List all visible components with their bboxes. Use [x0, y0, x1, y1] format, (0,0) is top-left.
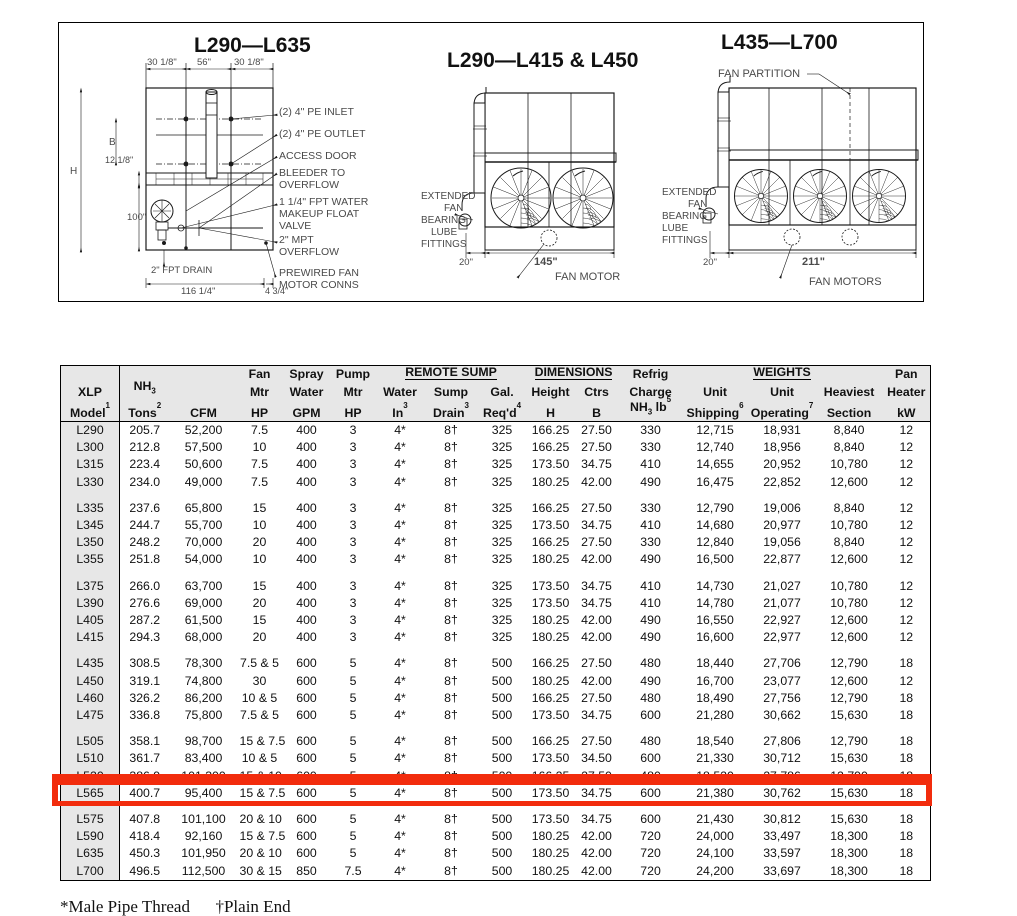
svg-text:FAN MOTORS: FAN MOTORS: [809, 276, 882, 288]
svg-text:OVERFLOW: OVERFLOW: [279, 179, 339, 191]
svg-text:OVERFLOW: OVERFLOW: [279, 246, 339, 258]
svg-text:EXTENDED: EXTENDED: [662, 187, 716, 198]
svg-text:1 1/4" FPT WATER: 1 1/4" FPT WATER: [279, 196, 369, 208]
svg-text:EXTENDED: EXTENDED: [421, 191, 475, 202]
svg-text:FAN PARTITION: FAN PARTITION: [718, 68, 800, 80]
svg-text:L435—L700: L435—L700: [721, 31, 838, 54]
svg-text:PREWIRED FAN: PREWIRED FAN: [279, 267, 359, 279]
svg-text:LUBE: LUBE: [662, 223, 688, 234]
svg-text:20": 20": [459, 257, 473, 268]
svg-text:145": 145": [534, 256, 558, 268]
svg-text:BLEEDER TO: BLEEDER TO: [279, 167, 345, 179]
svg-text:B: B: [109, 137, 116, 148]
svg-text:LUBE: LUBE: [431, 227, 457, 238]
svg-text:56": 56": [197, 57, 211, 68]
svg-text:12 1/8": 12 1/8": [105, 155, 133, 165]
svg-text:(2) 4" PE INLET: (2) 4" PE INLET: [279, 106, 355, 118]
svg-text:FAN MOTOR: FAN MOTOR: [555, 271, 620, 283]
svg-text:30 1/8": 30 1/8": [234, 57, 264, 68]
svg-text:FITTINGS: FITTINGS: [421, 239, 467, 250]
svg-text:(2) 4" PE OUTLET: (2) 4" PE OUTLET: [279, 128, 366, 140]
svg-text:MAKEUP FLOAT: MAKEUP FLOAT: [279, 208, 360, 220]
svg-text:2" FPT DRAIN: 2" FPT DRAIN: [151, 265, 212, 276]
svg-text:MOTOR CONNS: MOTOR CONNS: [279, 279, 359, 291]
svg-text:BEARING: BEARING: [662, 211, 707, 222]
svg-text:116 1/4": 116 1/4": [181, 286, 215, 297]
svg-text:BEARING: BEARING: [421, 215, 466, 226]
svg-text:ACCESS DOOR: ACCESS DOOR: [279, 150, 357, 162]
svg-text:FAN: FAN: [688, 199, 707, 210]
svg-text:211": 211": [802, 256, 825, 268]
svg-text:20": 20": [703, 257, 717, 268]
svg-text:L290—L415 & L450: L290—L415 & L450: [447, 49, 638, 72]
svg-text:100": 100": [127, 212, 146, 223]
svg-text:FITTINGS: FITTINGS: [662, 235, 708, 246]
svg-text:L290—L635: L290—L635: [194, 34, 311, 57]
svg-text:H: H: [70, 166, 77, 177]
svg-text:VALVE: VALVE: [279, 220, 311, 232]
svg-text:FAN: FAN: [444, 203, 463, 214]
svg-text:2" MPT: 2" MPT: [279, 234, 314, 246]
svg-text:30 1/8": 30 1/8": [147, 57, 177, 68]
